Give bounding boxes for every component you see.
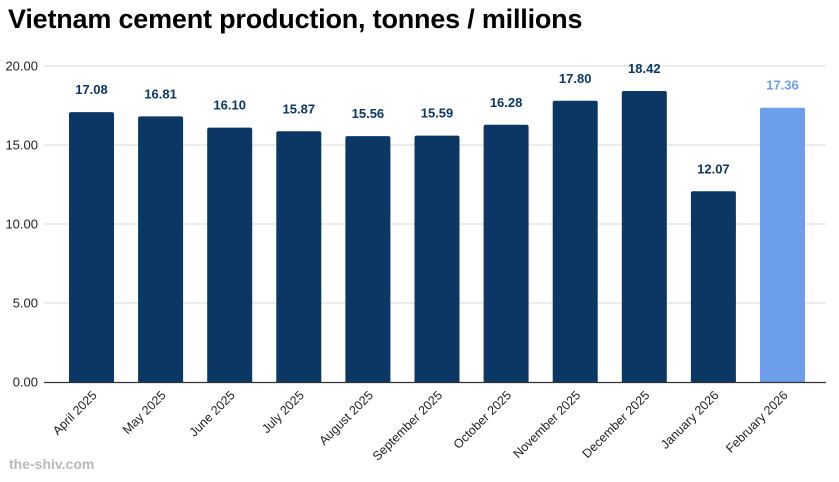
data-label: 16.28 bbox=[490, 95, 523, 110]
data-label: 12.07 bbox=[697, 161, 730, 176]
bar-september-2025 bbox=[414, 135, 460, 382]
x-tick-label: April 2025 bbox=[50, 388, 100, 438]
y-tick-label: 20.00 bbox=[5, 59, 38, 74]
bar-november-2025 bbox=[552, 100, 598, 382]
data-label: 17.36 bbox=[766, 78, 799, 93]
y-tick-label: 15.00 bbox=[5, 138, 38, 153]
data-label: 16.81 bbox=[144, 86, 177, 101]
bar-february-2026 bbox=[760, 107, 805, 382]
watermark: the-shiv.com bbox=[9, 456, 95, 472]
x-tick-label: September 2025 bbox=[370, 388, 445, 463]
x-tick-label: November 2025 bbox=[511, 388, 584, 461]
data-label: 17.08 bbox=[75, 82, 108, 97]
x-tick-label: August 2025 bbox=[316, 388, 376, 448]
x-axis-ticks: April 2025 May 2025 June 2025 July 2025 Augu… bbox=[50, 388, 791, 463]
chart-title: Vietnam cement production, tonnes / mill… bbox=[8, 4, 583, 34]
data-label: 15.56 bbox=[352, 106, 385, 121]
data-label: 16.10 bbox=[213, 98, 246, 113]
y-tick-label: 5.00 bbox=[13, 296, 38, 311]
y-tick-label: 10.00 bbox=[5, 217, 38, 232]
bar-october-2025 bbox=[483, 124, 529, 382]
x-tick-label: December 2025 bbox=[580, 388, 653, 461]
y-tick-label: 0.00 bbox=[13, 375, 38, 390]
bar-may-2025 bbox=[138, 116, 184, 382]
x-tick-label: May 2025 bbox=[120, 388, 169, 437]
bar-january-2026 bbox=[690, 191, 736, 382]
data-labels: 17.08 16.81 16.10 15.87 15.56 15.59 16.28 17.80… bbox=[75, 61, 799, 176]
data-label: 17.80 bbox=[559, 71, 592, 86]
x-tick-label: July 2025 bbox=[259, 388, 307, 436]
bar-june-2025 bbox=[207, 127, 253, 383]
x-tick-label: October 2025 bbox=[451, 388, 514, 451]
data-label: 18.42 bbox=[628, 61, 661, 76]
y-axis-ticks: 0.00 5.00 10.00 15.00 20.00 bbox=[5, 59, 38, 390]
data-label: 15.87 bbox=[283, 101, 316, 116]
x-tick-label: June 2025 bbox=[187, 388, 238, 439]
bars bbox=[69, 90, 805, 383]
x-tick-label: February 2026 bbox=[723, 388, 790, 455]
bar-july-2025 bbox=[276, 131, 322, 382]
x-tick-label: January 2026 bbox=[658, 388, 721, 451]
bar-august-2025 bbox=[345, 136, 391, 382]
data-label: 15.59 bbox=[421, 106, 454, 121]
bar-april-2025 bbox=[69, 112, 114, 383]
bar-december-2025 bbox=[621, 90, 667, 383]
